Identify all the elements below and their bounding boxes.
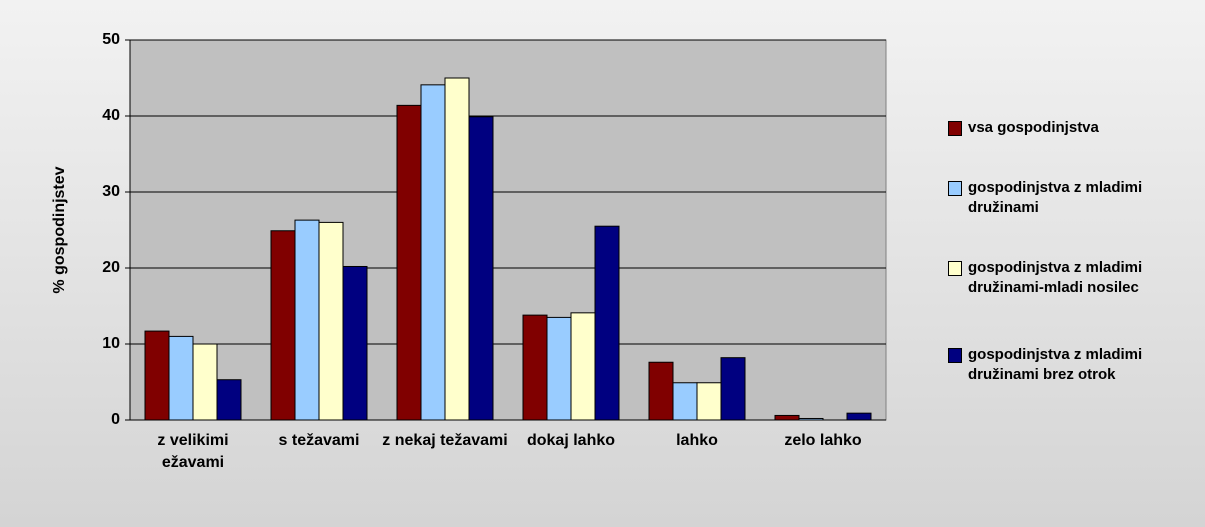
plot-area [129, 39, 887, 421]
bar [648, 361, 674, 421]
bar [318, 221, 344, 421]
bar [468, 116, 494, 421]
x-tick-label: s težavami [278, 432, 360, 449]
bar [192, 343, 218, 421]
legend-label: gospodinjstva z mladimi družinami brez o… [968, 346, 1143, 383]
legend-entry: gospodinjstva z mladimi družinami-mladi … [948, 258, 1163, 298]
x-tick-label: dokaj lahko [526, 432, 616, 449]
bar [846, 412, 872, 421]
legend-swatch [948, 348, 962, 363]
bar [444, 77, 470, 421]
y-tick-label: 20 [102, 259, 120, 276]
y-tick-label: 50 [102, 31, 120, 48]
legend-label: gospodinjstva z mladimi družinami-mladi … [968, 259, 1143, 296]
bar [594, 225, 620, 421]
bar [216, 379, 242, 421]
bar [672, 382, 698, 421]
bar [342, 265, 368, 421]
x-tick-label: lahko [676, 432, 718, 449]
bar [570, 312, 596, 421]
legend-entry: gospodinjstva z mladimi družinami brez o… [948, 345, 1163, 385]
bar [420, 84, 446, 421]
legend-label: gospodinjstva z mladimi družinami [968, 179, 1143, 216]
bar [774, 414, 800, 421]
x-tick-label: z velikimi ežavami [157, 432, 229, 471]
bar [720, 357, 746, 421]
bar [522, 314, 548, 421]
bar [270, 230, 296, 421]
bar [294, 219, 320, 421]
legend-swatch [948, 261, 962, 276]
legend-entry: gospodinjstva z mladimi družinami [948, 178, 1163, 218]
legend-label: vsa gospodinjstva [968, 119, 1099, 136]
bar [144, 330, 170, 421]
y-axis-label: % gospodinjstev [51, 166, 68, 293]
y-tick-label: 10 [102, 335, 120, 352]
legend-swatch [948, 181, 962, 196]
bar [396, 104, 422, 421]
y-tick-label: 30 [102, 183, 120, 200]
legend-entry: vsa gospodinjstva [948, 118, 1163, 138]
x-tick-label: zelo lahko [784, 432, 862, 449]
bar [168, 335, 194, 421]
bar [696, 382, 722, 421]
y-tick-label: 0 [111, 411, 120, 428]
legend-swatch [948, 121, 962, 136]
bar [546, 316, 572, 421]
x-tick-label: z nekaj težavami [382, 432, 508, 449]
y-tick-label: 40 [102, 107, 120, 124]
